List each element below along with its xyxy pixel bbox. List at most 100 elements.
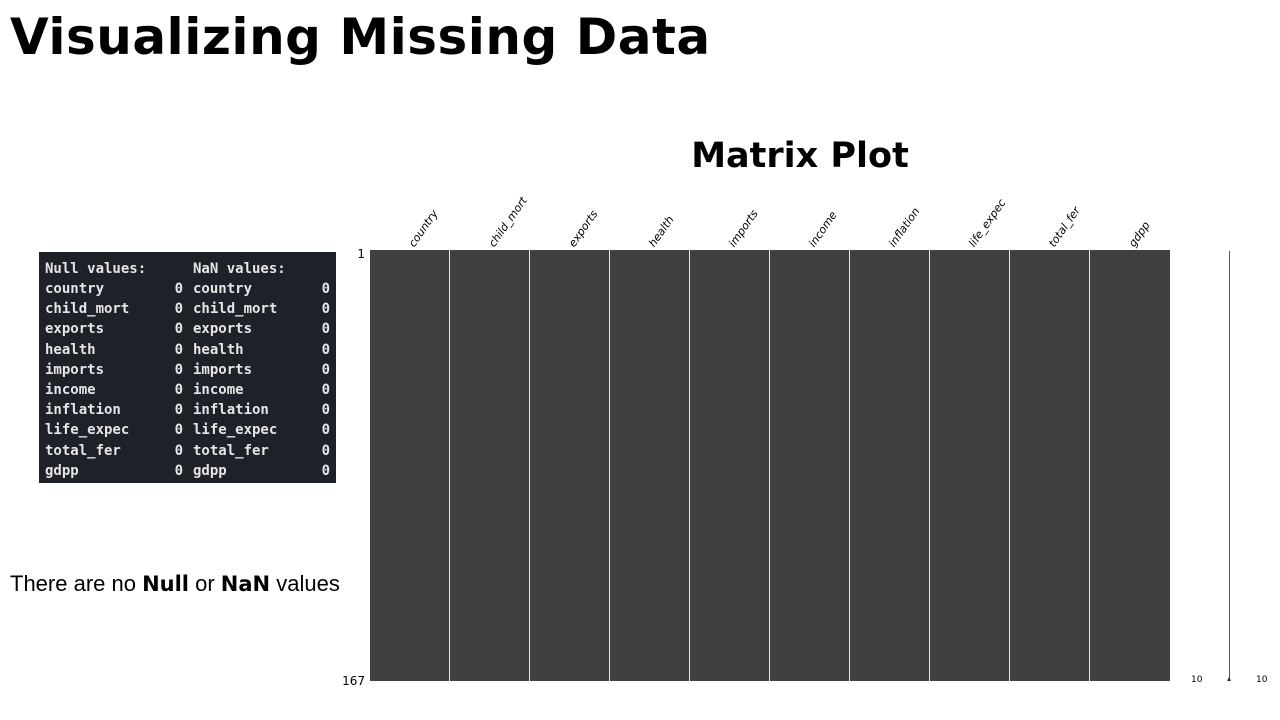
matrix-column-separator [609,250,610,681]
null-values-column-name: health [45,341,96,358]
null-values-column-name: life_expec [45,422,130,439]
caption: There are no Null or NaN values [10,569,340,599]
null-values-count: 0 [174,462,183,479]
null-values-header: Null values: [45,261,147,277]
nan-values-column-name: inflation [193,402,269,419]
sparkline-marker [1227,677,1231,681]
null-values-count: 0 [174,381,183,398]
matrix-column [770,250,850,681]
matrix-column-separator [1089,250,1090,681]
matrix-column [930,250,1010,681]
matrix-column [850,250,930,681]
caption-suffix: values [270,571,340,596]
nan-values-row: inflation 0 [193,400,330,420]
caption-null-word: Null [142,572,189,596]
null-values-row: country 0 [45,279,183,299]
matrix-column-label: country [406,207,441,250]
null-values-row: income 0 [45,380,183,400]
matrix-column-label: child_mort [486,194,530,250]
null-values-row: inflation 0 [45,400,183,420]
nan-values-row: child_mort 0 [193,299,330,319]
null-values-row: life_expec 0 [45,420,183,440]
matrix-column [690,250,770,681]
null-values-column-name: income [45,381,96,398]
matrix-column [370,250,450,681]
null-values-row: exports 0 [45,319,183,339]
null-values-row: imports 0 [45,360,183,380]
nan-values-row: income 0 [193,380,330,400]
null-values-row: health 0 [45,340,183,360]
nan-values-count: 0 [321,321,330,338]
nan-values-count: 0 [321,301,330,318]
nan-values-column-name: life_expec [193,422,278,439]
null-values-row: total_fer 0 [45,441,183,461]
nan-values-column-name: total_fer [193,442,269,459]
matrix-column-label: life_expec [966,196,1009,250]
matrix-column-separator [1009,250,1010,681]
null-values-column-name: exports [45,321,105,338]
null-values-column-name: gdpp [45,462,79,479]
row-tick-first: 1 [357,247,365,261]
nan-values-row: gdpp 0 [193,461,330,481]
matrix-column-separator [849,250,850,681]
null-values-column-name: country [45,281,105,297]
null-values-row: gdpp 0 [45,461,183,481]
matrix-column [610,250,690,681]
matrix-column-label: health [646,213,677,250]
matrix-column-label: income [806,208,840,250]
nan-values-column-name: country [193,281,253,297]
null-values-list: Null values: country 0 child_mort 0 exports 0… [45,259,183,481]
matrix-column-label: imports [726,207,761,250]
nan-values-count: 0 [321,281,330,297]
nan-values-row: total_fer 0 [193,441,330,461]
matrix-column-label: total_fer [1046,204,1083,250]
console-output: Null values: country 0 child_mort 0 exports 0… [39,252,336,483]
nan-values-count: 0 [321,361,330,378]
nan-values-count: 0 [321,462,330,479]
caption-middle: or [189,571,221,596]
matrix-column [1010,250,1090,681]
null-values-column-name: inflation [45,402,121,419]
caption-prefix: There are no [10,571,143,596]
null-values-count: 0 [174,321,183,338]
null-values-count: 0 [174,422,183,439]
nan-values-row: exports 0 [193,319,330,339]
caption-nan-word: NaN [220,572,271,596]
sparkline-max-label: 10 [1256,675,1268,685]
null-values-count: 0 [174,442,183,459]
matrix-plot-area [370,250,1170,681]
null-values-count: 0 [174,361,183,378]
nan-values-column-name: health [193,341,244,358]
nan-values-row: life_expec 0 [193,420,330,440]
nan-values-row: health 0 [193,340,330,360]
null-values-count: 0 [174,301,183,318]
matrix-column-separator [529,250,530,681]
matrix-plot-title: Matrix Plot [691,136,909,176]
null-values-row: child_mort 0 [45,299,183,319]
completeness-sparkline [1229,251,1230,681]
nan-values-count: 0 [321,341,330,358]
matrix-column-label: exports [566,207,601,250]
matrix-column-separator [689,250,690,681]
null-values-count: 0 [174,402,183,419]
null-values-column-name: child_mort [45,301,130,318]
matrix-column [1090,250,1170,681]
slide-title: Visualizing Missing Data [10,8,711,66]
nan-values-column-name: imports [193,361,253,378]
nan-values-count: 0 [321,442,330,459]
nan-values-column-name: exports [193,321,253,338]
null-values-column-name: imports [45,361,105,378]
nan-values-row: country 0 [193,279,330,299]
matrix-column-separator [929,250,930,681]
nan-values-count: 0 [321,381,330,398]
nan-values-header: NaN values: [193,261,286,277]
nan-values-column-name: income [193,381,244,398]
nan-values-list: NaN values: country 0 child_mort 0 exports 0 h… [193,259,330,481]
null-values-count: 0 [174,281,183,297]
null-values-count: 0 [174,341,183,358]
row-tick-last: 167 [342,674,365,688]
matrix-column-separator [449,250,450,681]
nan-values-rows: country 0 child_mort 0 exports 0 health 0 import… [193,279,330,481]
matrix-column [450,250,530,681]
nan-values-column-name: child_mort [193,301,278,318]
